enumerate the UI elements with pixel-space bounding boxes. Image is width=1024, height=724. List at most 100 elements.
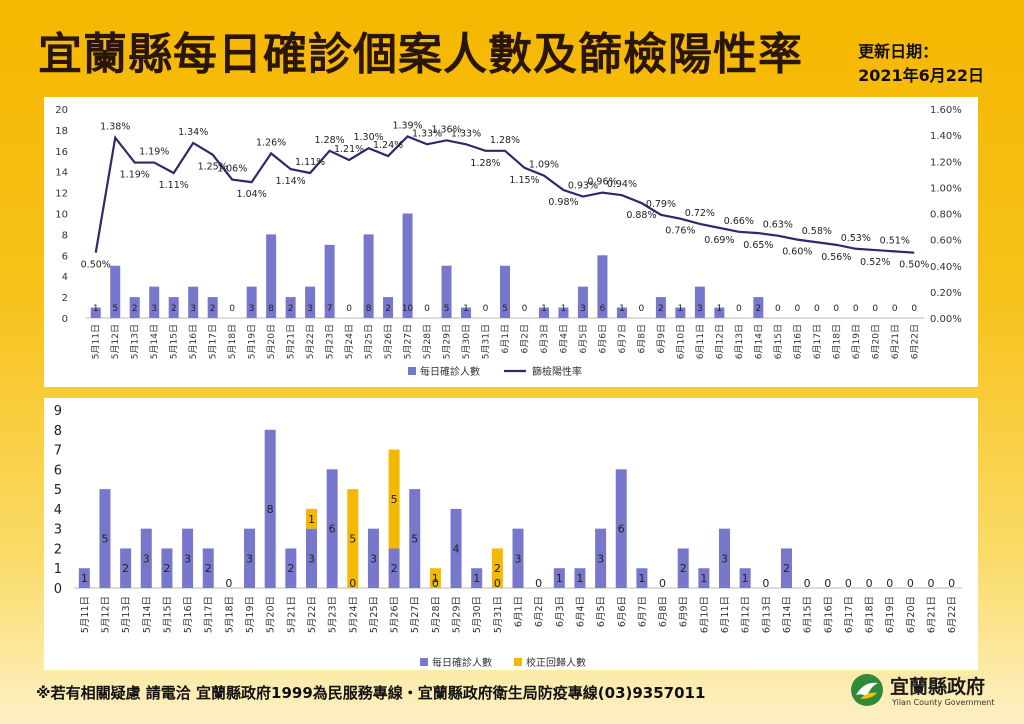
line-data-label: 0.56% [821,252,851,263]
y-tick-label-left: 2 [62,293,68,304]
line-data-label: 1.21% [334,144,364,155]
combo-chart: 024681012141618200.00%0.20%0.40%0.60%0.8… [55,105,962,378]
line-data-label: 0.66% [724,216,754,227]
x-tick-label: 5月16日 [188,324,199,359]
bar-daily-cases [78,568,90,588]
bar-data-label-correction: 1 [308,513,315,526]
bar-data-label: 5 [502,304,508,314]
bar-daily-cases [182,528,194,588]
x-tick-label: 6月18日 [865,596,876,633]
stacked-chart-panel: 0 1 2 3 4 5 6 7 8 9 1 5月11日 5 5月12日 2 5月13日 3 5月14日 2 5月15日… [44,398,978,670]
x-tick-label: 5月22日 [307,596,318,633]
x-tick-label: 6月5日 [596,596,607,627]
line-data-label: 1.33% [412,128,442,139]
y-tick-label-right: 1.20% [930,157,962,168]
x-tick-label: 5月26日 [390,596,401,633]
x-tick-label: 5月23日 [325,324,336,359]
x-tick-label: 5月24日 [348,596,359,633]
y-tick-label-left: 18 [55,126,68,137]
bar-daily-cases [675,307,686,318]
x-tick-label: 6月6日 [597,324,608,353]
x-tick-label: 5月20日 [266,596,277,633]
y-tick-label-left: 20 [55,105,68,116]
bar-data-label: 1 [556,572,563,585]
bar-daily-cases [246,286,257,318]
line-data-label: 1.09% [529,160,559,171]
x-tick-label: 6月18日 [831,324,842,359]
line-data-label: 1.28% [470,158,500,169]
line-data-label: 1.39% [392,120,422,131]
line-data-label: 0.79% [646,199,676,210]
bar-data-label: 3 [184,552,191,565]
x-tick-label: 6月11日 [695,324,706,359]
bar-data-label: 6 [600,304,606,314]
bar-data-label: 1 [93,304,99,314]
bar-daily-cases [244,528,256,588]
y-tick-label-right: 0.40% [930,262,962,273]
x-tick-label: 5月18日 [227,324,238,359]
government-logo: 宜蘭縣政府 Yilan County Government [850,670,1010,720]
page-title: 宜蘭縣每日確診個案人數及篩檢陽性率 [38,29,803,80]
bar-daily-cases [574,568,586,588]
x-tick-label: 6月3日 [539,324,550,353]
bar-data-label: 2 [171,304,177,314]
bar-data-label: 1 [561,304,567,314]
bar-data-label: 3 [370,552,377,565]
x-tick-label: 6月14日 [753,324,764,359]
x-tick-label: 6月19日 [851,324,862,359]
combo-chart-panel: 0 2 4 6 8 10 12 14 16 18 20 0.00% 0.20% 0.40% 0.60% 0.8… [44,97,978,387]
bar-data-label: 8 [366,304,372,314]
bar-daily-cases [161,548,173,588]
bar-data-label: 0 [494,577,501,590]
line-data-label: 0.63% [763,220,793,231]
bar-data-label: 0 [775,304,781,314]
line-data-label: 0.50% [899,260,929,271]
bar-data-label: 2 [132,304,138,314]
bar-data-label: 0 [483,304,489,314]
bar-data-label: 0 [814,304,820,314]
bar-data-label: 1 [742,572,749,585]
bar-daily-cases [597,255,608,318]
legend-swatch-correction [514,658,522,666]
line-data-label: 0.69% [704,235,734,246]
bar-data-label: 2 [163,562,170,575]
bar-correction-cases [305,508,317,529]
bar-data-label: 0 [872,304,878,314]
bar-data-label: 3 [246,552,253,565]
x-tick-label: 6月3日 [555,596,566,627]
line-data-label: 0.76% [665,226,695,237]
line-data-label: 1.15% [509,175,539,186]
bar-data-label: 2 [385,304,391,314]
bar-data-label: 0 [229,304,235,314]
x-tick-label: 5月14日 [149,324,160,359]
bar-data-label: 0 [866,577,873,590]
bar-data-label: 3 [151,304,157,314]
bar-daily-cases [409,489,421,588]
bar-daily-cases [471,568,483,588]
x-tick-label: 6月22日 [909,324,920,359]
line-positivity-rate [94,135,915,254]
x-tick-label: 6月11日 [720,596,731,633]
y-tick-label: 5 [54,483,62,498]
x-tick-label: 6月20日 [906,596,917,633]
bar-daily-cases [461,307,472,318]
bar-data-label: 8 [268,304,274,314]
line-data-label: 0.51% [880,235,910,246]
y-tick-label-right: 0.60% [930,236,962,247]
bar-data-label: 0 [346,304,352,314]
x-tick-label: 5月13日 [130,324,141,359]
updated-label: 更新日期： [858,42,939,61]
bar-data-label: 5 [112,304,118,314]
bar-daily-cases [577,286,588,318]
x-tick-label: 6月16日 [823,596,834,633]
line-data-label: 1.33% [451,128,481,139]
line-data-label: 1.06% [217,164,247,175]
y-tick-label-right: 0.00% [930,314,962,325]
bar-data-label: 1 [541,304,547,314]
line-data-label: 0.88% [626,210,656,221]
line-data-label: 0.93% [568,181,598,192]
bar-data-label: 2 [210,304,216,314]
x-tick-label: 6月10日 [699,596,710,633]
bar-daily-cases [305,286,316,318]
x-tick-label: 5月25日 [364,324,375,359]
